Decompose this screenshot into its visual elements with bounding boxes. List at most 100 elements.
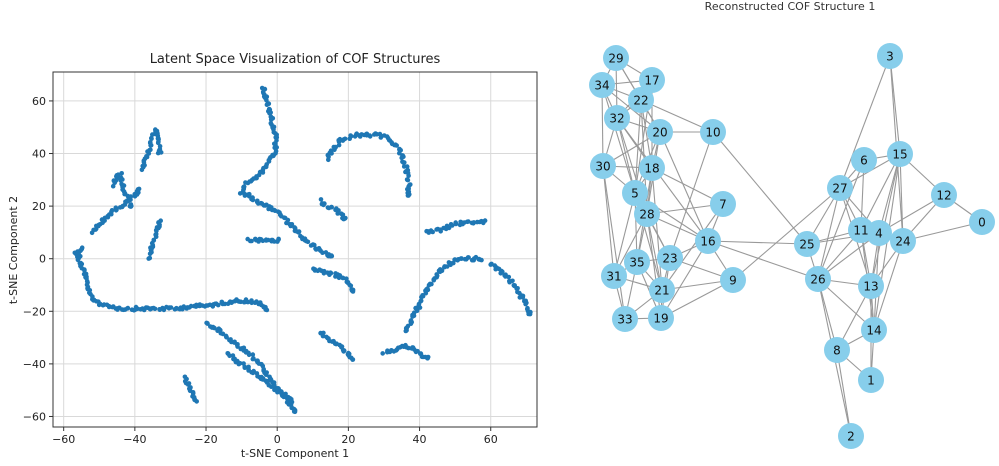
network-nodes: 0123456789101112131415161718192021222324… (589, 43, 995, 449)
graph-edge (659, 131, 709, 242)
graph-node: 30 (590, 153, 616, 179)
graph-node: 6 (851, 147, 877, 173)
graph-node: 5 (622, 180, 648, 206)
graph-node-label: 7 (719, 198, 727, 212)
graph-edge (732, 187, 841, 281)
scatter-point (380, 351, 386, 356)
scatter-point (268, 117, 274, 122)
graph-node-label: 31 (606, 270, 621, 284)
graph-node-circle (887, 141, 913, 167)
graph-node-label: 22 (633, 94, 648, 108)
scatter-point (459, 256, 465, 261)
x-tick-label: 20 (341, 433, 355, 446)
graph-node-circle (858, 367, 884, 393)
graph-node: 35 (624, 249, 650, 275)
graph-node: 8 (824, 337, 850, 363)
scatter-point (291, 409, 297, 414)
graph-edge (902, 221, 983, 242)
scatter-point (418, 298, 424, 304)
graph-node: 2 (838, 423, 864, 449)
graph-node: 15 (887, 141, 913, 167)
graph-node-circle (861, 317, 887, 343)
scatter-point (263, 307, 269, 312)
scatter-point (155, 140, 161, 146)
graph-node-label: 19 (653, 312, 668, 326)
scatter-point (237, 191, 243, 196)
graph-edge (651, 167, 724, 205)
scatter-point (151, 237, 157, 243)
scatter-x-axis-label: t-SNE Component 1 (241, 447, 349, 460)
scatter-point (249, 238, 254, 244)
scatter-point (96, 222, 102, 228)
scatter-point (343, 215, 348, 221)
graph-node-label: 3 (886, 50, 894, 64)
scatter-point (227, 353, 232, 359)
scatter-point (124, 199, 130, 204)
graph-edge (669, 131, 714, 259)
scatter-point (235, 344, 240, 349)
graph-edge (613, 192, 636, 277)
scatter-point (425, 355, 430, 361)
scatter-point (148, 147, 153, 152)
graph-node-circle (612, 306, 638, 332)
graph-node: 23 (657, 245, 683, 271)
graph-node: 9 (720, 267, 746, 293)
graph-node-circle (824, 337, 850, 363)
scatter-point (341, 348, 347, 353)
x-tick-label: −60 (52, 433, 75, 446)
graph-node-label: 1 (867, 374, 875, 388)
graph-node-label: 6 (860, 154, 868, 168)
scatter-point (339, 344, 345, 349)
scatter-point (264, 102, 270, 107)
scatter-chart-title: Latent Space Visualization of COF Struct… (150, 52, 441, 67)
y-tick-label: −60 (23, 410, 46, 423)
graph-node-circle (624, 249, 650, 275)
graph-node: 0 (969, 209, 995, 235)
graph-node-circle (649, 277, 675, 303)
scatter-point (168, 305, 174, 310)
graph-node-label: 11 (853, 224, 868, 238)
scatter-point (348, 133, 354, 139)
scatter-point (249, 300, 254, 306)
graph-node-circle (838, 423, 864, 449)
graph-node-label: 13 (863, 280, 878, 294)
scatter-point (148, 140, 153, 145)
scatter-point (500, 269, 505, 275)
graph-node-circle (634, 201, 660, 227)
scatter-point (350, 357, 356, 362)
scatter-point (446, 225, 452, 231)
scatter-point (336, 275, 342, 281)
scatter-plot-frame (52, 71, 538, 428)
graph-edge (661, 203, 724, 291)
scatter-point (78, 248, 83, 254)
graph-edge (870, 153, 901, 287)
graph-edge (836, 349, 852, 437)
scatter-point (480, 219, 486, 224)
graph-node-label: 12 (936, 189, 951, 203)
graph-node-label: 35 (629, 256, 644, 270)
graph-node-circle (848, 217, 874, 243)
scatter-point (425, 286, 430, 291)
scatter-point (333, 144, 339, 150)
x-tick-label: −20 (194, 433, 217, 446)
scatter-point (320, 250, 325, 255)
graph-node-circle (700, 119, 726, 145)
y-tick-label: −40 (23, 358, 46, 371)
scatter-point (246, 352, 252, 358)
graph-node-circle (794, 231, 820, 257)
y-tick-label: 20 (32, 200, 46, 213)
graph-node-label: 15 (892, 148, 907, 162)
graph-node-label: 18 (644, 162, 659, 176)
graph-node-label: 2 (847, 430, 855, 444)
graph-node-label: 16 (700, 235, 715, 249)
scatter-point (318, 197, 324, 202)
scatter-point (430, 229, 436, 235)
scatter-point (493, 266, 499, 272)
scatter-point (336, 142, 342, 148)
graph-node-label: 32 (609, 112, 624, 126)
scatter-point (420, 293, 426, 299)
scatter-point (186, 381, 192, 386)
graph-node-label: 9 (729, 274, 737, 288)
graph-node-label: 10 (705, 126, 720, 140)
